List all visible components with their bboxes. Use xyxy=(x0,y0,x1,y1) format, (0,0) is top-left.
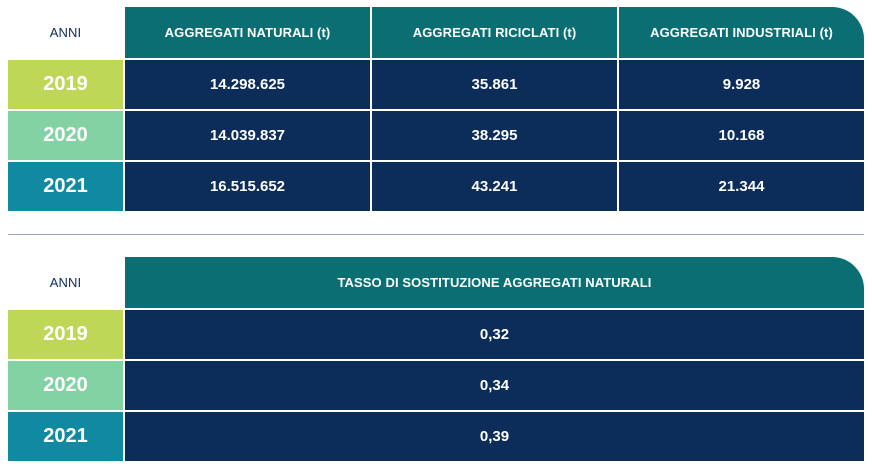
cell-naturali: 14.039.837 xyxy=(123,109,370,160)
table-row: 2021 16.515.652 43.241 21.344 xyxy=(8,160,864,211)
table-row: 2020 0,34 xyxy=(8,359,864,410)
year-cell-2019: 2019 xyxy=(8,58,123,109)
cell-tasso: 0,34 xyxy=(123,359,864,410)
cell-tasso: 0,39 xyxy=(123,410,864,461)
section-divider xyxy=(8,234,864,235)
cell-riciclati: 35.861 xyxy=(370,58,617,109)
cell-riciclati: 38.295 xyxy=(370,109,617,160)
year-cell-2019: 2019 xyxy=(8,308,123,359)
cell-industriali: 10.168 xyxy=(617,109,864,160)
table-row: 2019 14.298.625 35.861 9.928 xyxy=(8,58,864,109)
header-anni: ANNI xyxy=(8,257,123,308)
header-anni: ANNI xyxy=(8,7,123,58)
substitution-rate-table: ANNI TASSO DI SOSTITUZIONE AGGREGATI NAT… xyxy=(8,257,864,461)
cell-naturali: 14.298.625 xyxy=(123,58,370,109)
cell-naturali: 16.515.652 xyxy=(123,160,370,211)
cell-tasso: 0,32 xyxy=(123,308,864,359)
cell-industriali: 21.344 xyxy=(617,160,864,211)
header-row: ANNI AGGREGATI NATURALI (t) AGGREGATI RI… xyxy=(8,7,864,58)
cell-riciclati: 43.241 xyxy=(370,160,617,211)
aggregates-table: ANNI AGGREGATI NATURALI (t) AGGREGATI RI… xyxy=(8,7,864,211)
cell-industriali: 9.928 xyxy=(617,58,864,109)
table-row: 2020 14.039.837 38.295 10.168 xyxy=(8,109,864,160)
header-aggregati-naturali: AGGREGATI NATURALI (t) xyxy=(123,7,370,58)
header-aggregati-industriali: AGGREGATI INDUSTRIALI (t) xyxy=(617,7,864,58)
year-cell-2021: 2021 xyxy=(8,410,123,461)
year-cell-2020: 2020 xyxy=(8,109,123,160)
header-row: ANNI TASSO DI SOSTITUZIONE AGGREGATI NAT… xyxy=(8,257,864,308)
table-row: 2021 0,39 xyxy=(8,410,864,461)
year-cell-2021: 2021 xyxy=(8,160,123,211)
table-row: 2019 0,32 xyxy=(8,308,864,359)
header-tasso-sostituzione: TASSO DI SOSTITUZIONE AGGREGATI NATURALI xyxy=(123,257,864,308)
year-cell-2020: 2020 xyxy=(8,359,123,410)
header-aggregati-riciclati: AGGREGATI RICICLATI (t) xyxy=(370,7,617,58)
